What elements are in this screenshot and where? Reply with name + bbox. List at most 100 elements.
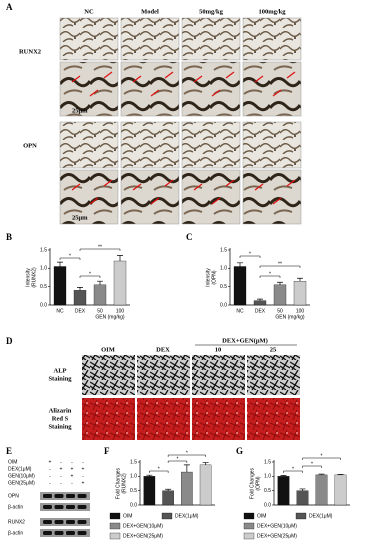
band-label: β-actin bbox=[8, 504, 23, 510]
condition-mark: - bbox=[82, 459, 84, 465]
condition-mark: - bbox=[49, 480, 51, 486]
micrograph bbox=[181, 169, 241, 225]
stain-image bbox=[82, 398, 135, 440]
y-tick-label: 0.5 bbox=[220, 284, 227, 290]
condition-mark: - bbox=[60, 480, 62, 486]
micrograph bbox=[120, 169, 180, 225]
blot-band bbox=[77, 531, 87, 535]
group-label: DEX+GEN(μM) bbox=[222, 337, 268, 344]
arrow bbox=[150, 197, 160, 205]
significance-label: * bbox=[69, 253, 71, 259]
stain-image bbox=[82, 355, 135, 395]
significance-bracket bbox=[302, 457, 341, 460]
error-bar bbox=[97, 280, 103, 285]
micrograph bbox=[120, 61, 180, 117]
legend-swatch bbox=[109, 512, 121, 520]
y-tick-label: 1.0 bbox=[40, 266, 47, 272]
micrograph bbox=[181, 121, 241, 169]
column-label: 25 bbox=[270, 346, 277, 353]
stain-image bbox=[247, 398, 300, 440]
significance-label: ** bbox=[278, 261, 282, 267]
bar bbox=[334, 474, 347, 506]
legend-label: OIM bbox=[257, 513, 266, 519]
significance-bracket bbox=[259, 275, 281, 278]
panel-label: B bbox=[6, 232, 12, 242]
y-axis-label: (RUNX2) bbox=[31, 267, 37, 288]
blot-band bbox=[54, 505, 64, 509]
condition-mark: - bbox=[82, 473, 84, 479]
arrow bbox=[132, 183, 142, 191]
panel-label: C bbox=[186, 232, 193, 242]
panel-label: D bbox=[6, 336, 13, 346]
significance-bracket bbox=[239, 255, 261, 258]
stain-image bbox=[192, 398, 245, 440]
legend-label: OIM bbox=[123, 513, 132, 519]
row-label: Alizarin bbox=[49, 407, 72, 414]
band-label: RUNX2 bbox=[8, 519, 25, 525]
micrograph bbox=[242, 17, 302, 61]
arrow bbox=[71, 183, 81, 191]
y-tick-label: 1.5 bbox=[264, 459, 271, 465]
y-axis-label: (RUNX2) bbox=[121, 473, 127, 494]
bar bbox=[93, 284, 107, 306]
y-axis-label: Intensity bbox=[205, 268, 211, 287]
significance-bracket bbox=[302, 465, 322, 468]
error-bar bbox=[299, 488, 306, 491]
blot-strip bbox=[40, 518, 90, 526]
micrograph bbox=[181, 17, 241, 61]
row-label: Staining bbox=[48, 423, 72, 430]
micrograph bbox=[242, 169, 302, 225]
blot-band bbox=[54, 494, 64, 498]
error-bar bbox=[280, 475, 287, 477]
y-axis-label: (OPN) bbox=[211, 270, 217, 285]
arrow bbox=[286, 71, 296, 79]
bar bbox=[233, 266, 247, 306]
blot-band bbox=[54, 531, 64, 535]
bar bbox=[181, 471, 193, 506]
y-axis-label: Fold Changes bbox=[249, 467, 255, 499]
condition-mark: - bbox=[49, 473, 51, 479]
arrow bbox=[89, 89, 99, 97]
arrow bbox=[103, 71, 113, 79]
micrograph bbox=[59, 17, 119, 61]
error-bar bbox=[146, 474, 153, 477]
legend-swatch bbox=[243, 532, 255, 540]
panel-label: A bbox=[6, 2, 13, 12]
micrograph bbox=[242, 121, 302, 169]
arrow bbox=[211, 89, 221, 97]
arrow bbox=[164, 179, 174, 187]
micrograph bbox=[59, 169, 119, 225]
micrograph bbox=[120, 17, 180, 61]
row-label: RUNX2 bbox=[19, 48, 41, 55]
arrow bbox=[286, 179, 296, 187]
x-tick-label: 50 bbox=[277, 308, 283, 314]
arrow bbox=[211, 197, 221, 205]
error-bar bbox=[165, 488, 172, 491]
micrograph bbox=[242, 61, 302, 117]
blot-band bbox=[77, 494, 87, 498]
panel-label: G bbox=[236, 446, 243, 456]
blot-band bbox=[77, 520, 87, 524]
blot-band bbox=[66, 531, 75, 535]
error-bar bbox=[202, 462, 209, 465]
micrograph bbox=[181, 61, 241, 117]
significance-bracket bbox=[167, 454, 206, 457]
error-bar bbox=[337, 473, 344, 475]
significance-label: * bbox=[186, 450, 188, 456]
condition-mark: - bbox=[60, 459, 62, 465]
blot-strip bbox=[40, 503, 90, 511]
y-tick-label: 0.5 bbox=[40, 284, 47, 290]
legend-label: DEX(1μM) bbox=[309, 513, 333, 519]
x-tick-label: DEX bbox=[75, 308, 86, 314]
arrow bbox=[71, 75, 81, 83]
column-label: 10 bbox=[215, 346, 222, 353]
significance-label: * bbox=[177, 456, 179, 462]
blot-strip bbox=[40, 492, 90, 500]
legend-label: DEX(1μM) bbox=[175, 513, 199, 519]
y-tick-label: 0.0 bbox=[220, 302, 227, 308]
bar bbox=[113, 260, 127, 306]
error-bar bbox=[117, 255, 123, 261]
panel-label: E bbox=[6, 446, 12, 456]
blot-band bbox=[66, 494, 75, 498]
y-tick-label: 0.0 bbox=[130, 502, 137, 508]
